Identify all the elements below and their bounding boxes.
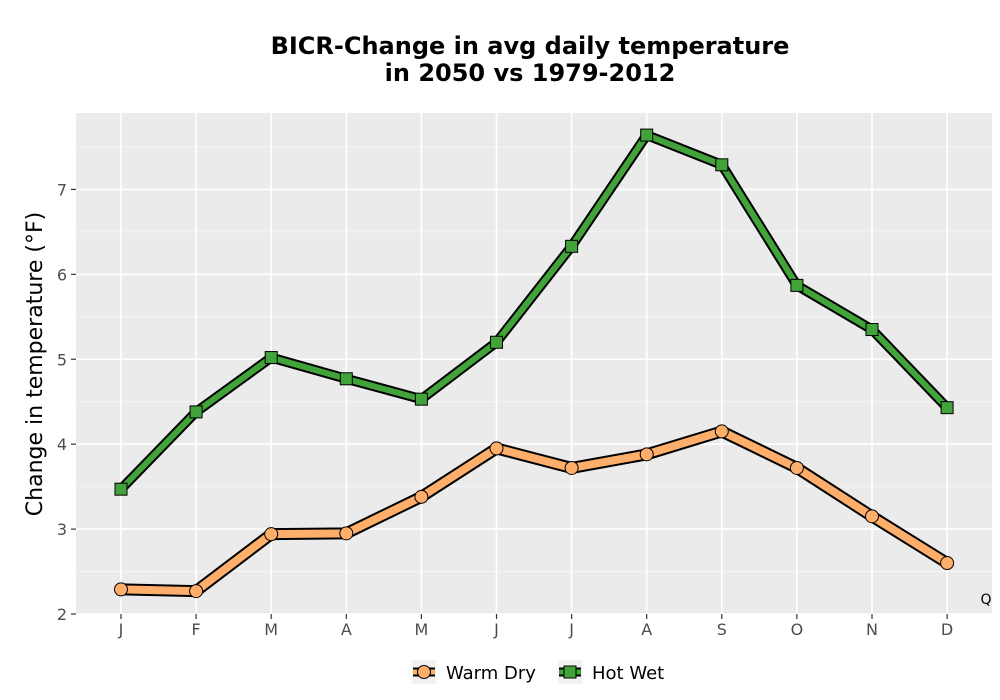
x-tick-label: N <box>866 620 878 639</box>
data-point <box>264 351 278 365</box>
series-line <box>117 427 952 596</box>
legend-key-marker <box>563 665 577 679</box>
y-tick-label: 3 <box>57 520 67 539</box>
series-hot-wet <box>114 128 954 496</box>
data-point <box>940 401 954 415</box>
data-point <box>339 372 353 386</box>
y-tick-label: 7 <box>57 180 67 199</box>
y-axis: 2 3 4 5 6 7 <box>57 180 76 624</box>
data-point <box>940 556 955 571</box>
data-point <box>865 509 879 524</box>
data-point <box>414 392 428 406</box>
data-point <box>640 128 654 142</box>
x-tick-label: D <box>941 620 953 639</box>
legend-label: Hot Wet <box>592 663 664 684</box>
x-tick-label: J <box>118 620 124 639</box>
data-point <box>789 460 804 475</box>
x-tick-label: J <box>568 620 574 639</box>
x-tick-label: A <box>341 620 352 639</box>
x-tick-label: J <box>493 620 499 639</box>
data-point <box>790 278 804 292</box>
x-tick-label: M <box>414 620 428 639</box>
chart-title-line-2: in 2050 vs 1979-2012 <box>385 59 676 87</box>
data-point <box>715 158 729 172</box>
chart-title: BICR-Change in avg daily temperature in … <box>271 32 790 87</box>
legend-label: Warm Dry <box>446 663 536 684</box>
chart-title-line-1: BICR-Change in avg daily temperature <box>271 32 790 60</box>
corner-note: Q <box>980 592 991 608</box>
data-point <box>865 323 879 337</box>
data-point <box>564 460 579 475</box>
x-tick-label: S <box>717 620 727 639</box>
data-point <box>114 582 128 597</box>
data-point <box>114 482 128 496</box>
data-point <box>489 441 504 456</box>
y-tick-label: 6 <box>57 265 67 284</box>
grid-major <box>76 113 992 615</box>
legend-key-marker <box>417 665 431 679</box>
series-layer <box>114 128 955 599</box>
plot-panel <box>76 113 992 614</box>
legend: Warm Dry Hot Wet <box>412 660 664 684</box>
y-tick-label: 2 <box>57 605 67 624</box>
y-tick-label: 5 <box>57 350 67 369</box>
data-point <box>490 335 503 349</box>
legend-item-warm-dry: Warm Dry <box>412 660 536 684</box>
grid-minor <box>76 146 992 572</box>
x-tick-label: M <box>264 620 278 639</box>
series-line <box>118 132 951 493</box>
x-tick-label: A <box>641 620 652 639</box>
series-warm-dry <box>114 424 955 599</box>
data-point <box>339 526 354 541</box>
data-point <box>264 527 279 542</box>
data-point <box>639 447 654 462</box>
legend-item-hot-wet: Hot Wet <box>558 660 664 684</box>
data-point <box>565 239 579 253</box>
y-tick-label: 4 <box>57 435 67 454</box>
data-point <box>189 405 203 419</box>
data-point <box>714 424 729 439</box>
x-tick-label: O <box>791 620 804 639</box>
y-axis-title: Change in temperature (°F) <box>23 212 48 516</box>
data-point <box>414 489 429 504</box>
data-point <box>189 584 204 599</box>
x-tick-label: F <box>191 620 200 639</box>
